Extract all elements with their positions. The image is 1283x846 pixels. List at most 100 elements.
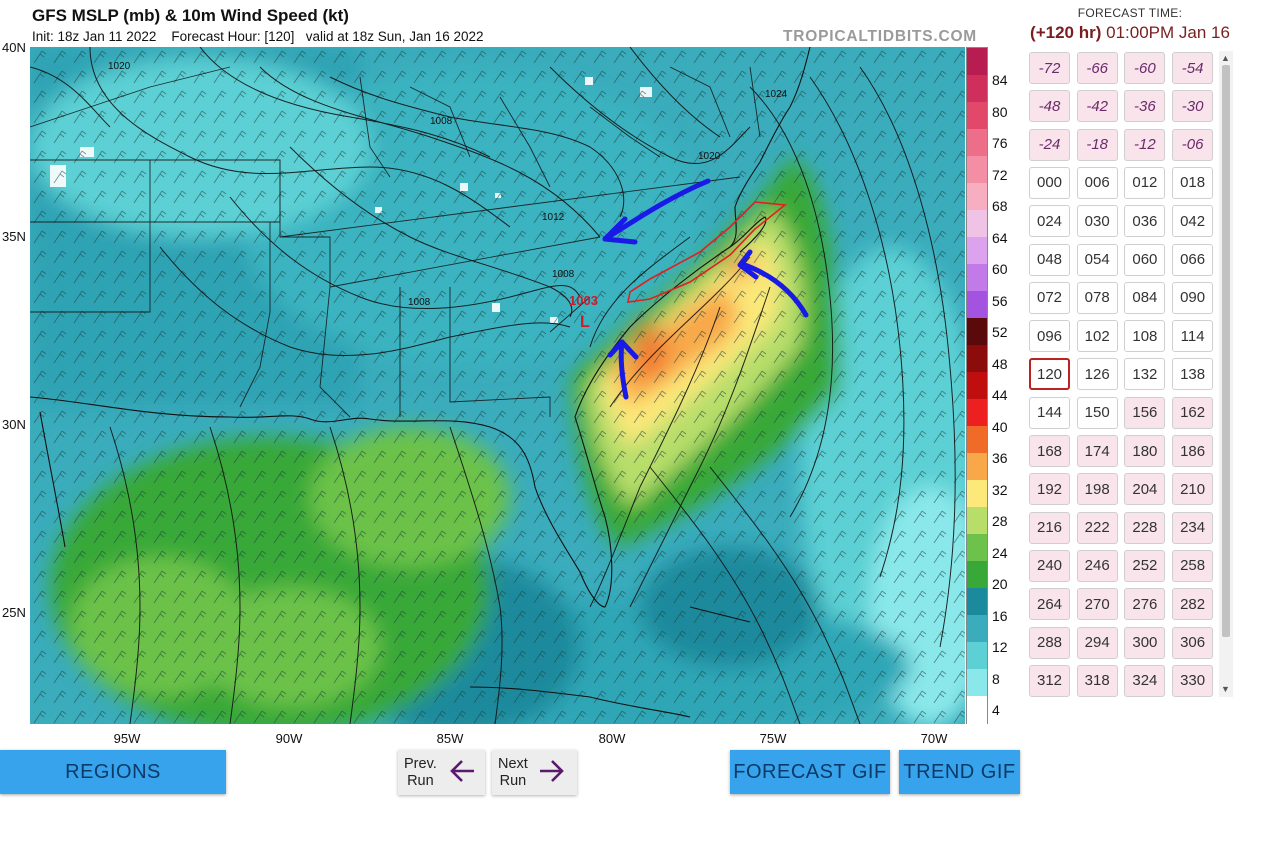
forecast-hour-button[interactable]: 126 xyxy=(1076,358,1118,391)
trend-gif-button[interactable]: TREND GIF xyxy=(899,750,1020,794)
forecast-hour-button[interactable]: 054 xyxy=(1076,243,1118,276)
forecast-hour-button[interactable]: -12 xyxy=(1124,128,1166,161)
forecast-hour-text: Forecast Hour: [120] xyxy=(171,29,295,44)
scroll-down-icon[interactable]: ▼ xyxy=(1221,684,1230,694)
lon-label: 80W xyxy=(598,731,626,746)
forecast-hour-button[interactable]: 294 xyxy=(1076,626,1118,659)
forecast-hour-button[interactable]: 216 xyxy=(1029,511,1070,544)
forecast-hour-button[interactable]: -30 xyxy=(1172,90,1214,123)
forecast-hour-button[interactable]: 096 xyxy=(1029,320,1070,353)
forecast-hour-button[interactable]: 132 xyxy=(1124,358,1166,391)
forecast-hour-button[interactable]: 234 xyxy=(1172,511,1214,544)
forecast-hour-button[interactable]: -18 xyxy=(1076,128,1118,161)
colorbar-label: 20 xyxy=(992,576,1008,592)
forecast-hour-button[interactable]: 330 xyxy=(1172,664,1214,697)
colorbar-swatch xyxy=(967,237,987,265)
forecast-hour-button[interactable]: 072 xyxy=(1029,281,1070,314)
forecast-hour-button[interactable]: 120 xyxy=(1029,358,1070,391)
forecast-hour-button[interactable]: 090 xyxy=(1172,281,1214,314)
forecast-hour-button[interactable]: 030 xyxy=(1076,205,1118,238)
prev-run-button[interactable]: Prev. Run xyxy=(398,750,485,795)
colorbar-label: 4 xyxy=(992,702,1000,718)
forecast-hour-grid: -72 -66 -60 -54 -48 -42 -36 -30 -24 -18 -12 -06 000 0… xyxy=(1026,49,1216,699)
lon-label: 85W xyxy=(436,731,464,746)
forecast-hour-button[interactable]: 282 xyxy=(1172,588,1214,621)
forecast-hour-button[interactable]: 108 xyxy=(1124,320,1166,353)
forecast-hour-button[interactable]: 150 xyxy=(1076,396,1118,429)
blue-arrow-head xyxy=(737,249,759,280)
forecast-hour-button[interactable]: -72 xyxy=(1029,52,1070,84)
forecast-hour-button[interactable]: 048 xyxy=(1029,243,1070,276)
forecast-hour-button[interactable]: 066 xyxy=(1172,243,1214,276)
forecast-hour-button[interactable]: 102 xyxy=(1076,320,1118,353)
forecast-hour-button[interactable]: 162 xyxy=(1172,396,1214,429)
forecast-hour-button[interactable]: 138 xyxy=(1172,358,1214,391)
forecast-hour-button[interactable]: 144 xyxy=(1029,396,1070,429)
forecast-hour-button[interactable]: 312 xyxy=(1029,664,1070,697)
forecast-hour-button[interactable]: 168 xyxy=(1029,435,1070,467)
forecast-gif-button[interactable]: FORECAST GIF xyxy=(730,750,890,794)
forecast-hour-button[interactable]: -54 xyxy=(1172,52,1214,84)
forecast-hour-button[interactable]: 228 xyxy=(1124,511,1166,544)
forecast-hour-button[interactable]: -66 xyxy=(1076,52,1118,84)
forecast-hour-button[interactable]: -60 xyxy=(1124,52,1166,84)
forecast-hour-button[interactable]: 276 xyxy=(1124,588,1166,621)
colorbar-swatch xyxy=(967,345,987,373)
forecast-hour-button[interactable]: 192 xyxy=(1029,473,1070,506)
forecast-hour-button[interactable]: 078 xyxy=(1076,281,1118,314)
colorbar-swatch xyxy=(967,291,987,319)
forecast-hour-button[interactable]: 174 xyxy=(1076,435,1118,467)
forecast-hour-button[interactable]: 288 xyxy=(1029,626,1070,659)
scroll-up-icon[interactable]: ▲ xyxy=(1221,53,1230,63)
forecast-hour-button[interactable]: -42 xyxy=(1076,90,1118,123)
forecast-hour-button[interactable]: 270 xyxy=(1076,588,1118,621)
lat-label: 35N xyxy=(2,229,26,244)
forecast-hour-button[interactable]: 180 xyxy=(1124,435,1166,467)
forecast-hour-button[interactable]: 204 xyxy=(1124,473,1166,506)
forecast-hour-button[interactable]: 210 xyxy=(1172,473,1214,506)
forecast-hour-button[interactable]: 222 xyxy=(1076,511,1118,544)
forecast-hour-button[interactable]: 186 xyxy=(1172,435,1214,467)
forecast-hour-button[interactable]: -48 xyxy=(1029,90,1070,123)
forecast-hour-button[interactable]: 084 xyxy=(1124,281,1166,314)
hours-scrollbar[interactable]: ▲ ▼ xyxy=(1219,51,1233,697)
forecast-hour-button[interactable]: 018 xyxy=(1172,166,1214,199)
forecast-hour-button[interactable]: 036 xyxy=(1124,205,1166,238)
forecast-hour-button[interactable]: 252 xyxy=(1124,549,1166,582)
colorbar-swatch xyxy=(967,318,987,346)
forecast-hour-button[interactable]: 060 xyxy=(1124,243,1166,276)
forecast-hour-button[interactable]: 318 xyxy=(1076,664,1118,697)
forecast-hour-button[interactable]: -24 xyxy=(1029,128,1070,161)
scrollbar-thumb[interactable] xyxy=(1222,65,1230,637)
low-pressure-symbol: L xyxy=(580,314,590,331)
forecast-hour-button[interactable]: 306 xyxy=(1172,626,1214,659)
isobar-label: 1020 xyxy=(108,61,131,72)
forecast-hour-button[interactable]: 042 xyxy=(1172,205,1214,238)
colorbar-swatch xyxy=(967,669,987,697)
forecast-hour-button[interactable]: 246 xyxy=(1076,549,1118,582)
lat-label: 40N xyxy=(2,40,26,55)
map-graphic: 1020 1008 1012 1008 1008 1024 1020 1003 … xyxy=(30,47,965,724)
forecast-hour-button[interactable]: -06 xyxy=(1172,128,1214,161)
forecast-hour-button[interactable]: 000 xyxy=(1029,166,1070,199)
forecast-hour-button[interactable]: 024 xyxy=(1029,205,1070,238)
forecast-hour-button[interactable]: -36 xyxy=(1124,90,1166,123)
forecast-hour-button[interactable]: 156 xyxy=(1124,396,1166,429)
forecast-hour-button[interactable]: 324 xyxy=(1124,664,1166,697)
forecast-hour-button[interactable]: 114 xyxy=(1172,320,1214,353)
forecast-hour-button[interactable]: 198 xyxy=(1076,473,1118,506)
blue-arrow-head xyxy=(602,216,638,245)
colorbar-label: 64 xyxy=(992,229,1008,246)
colorbar-swatch xyxy=(967,75,987,103)
forecast-hour-button[interactable]: 258 xyxy=(1172,549,1214,582)
colorbar-swatch xyxy=(967,102,987,130)
forecast-hour-button[interactable]: 300 xyxy=(1124,626,1166,659)
forecast-hour-button[interactable]: 240 xyxy=(1029,549,1070,582)
colorbar-swatch xyxy=(967,615,987,643)
colorbar-label: 60 xyxy=(992,261,1008,277)
forecast-hour-button[interactable]: 012 xyxy=(1124,166,1166,199)
regions-button[interactable]: REGIONS xyxy=(0,750,226,794)
forecast-hour-button[interactable]: 264 xyxy=(1029,588,1070,621)
forecast-hour-button[interactable]: 006 xyxy=(1076,166,1118,199)
next-run-button[interactable]: Next Run xyxy=(492,750,577,795)
